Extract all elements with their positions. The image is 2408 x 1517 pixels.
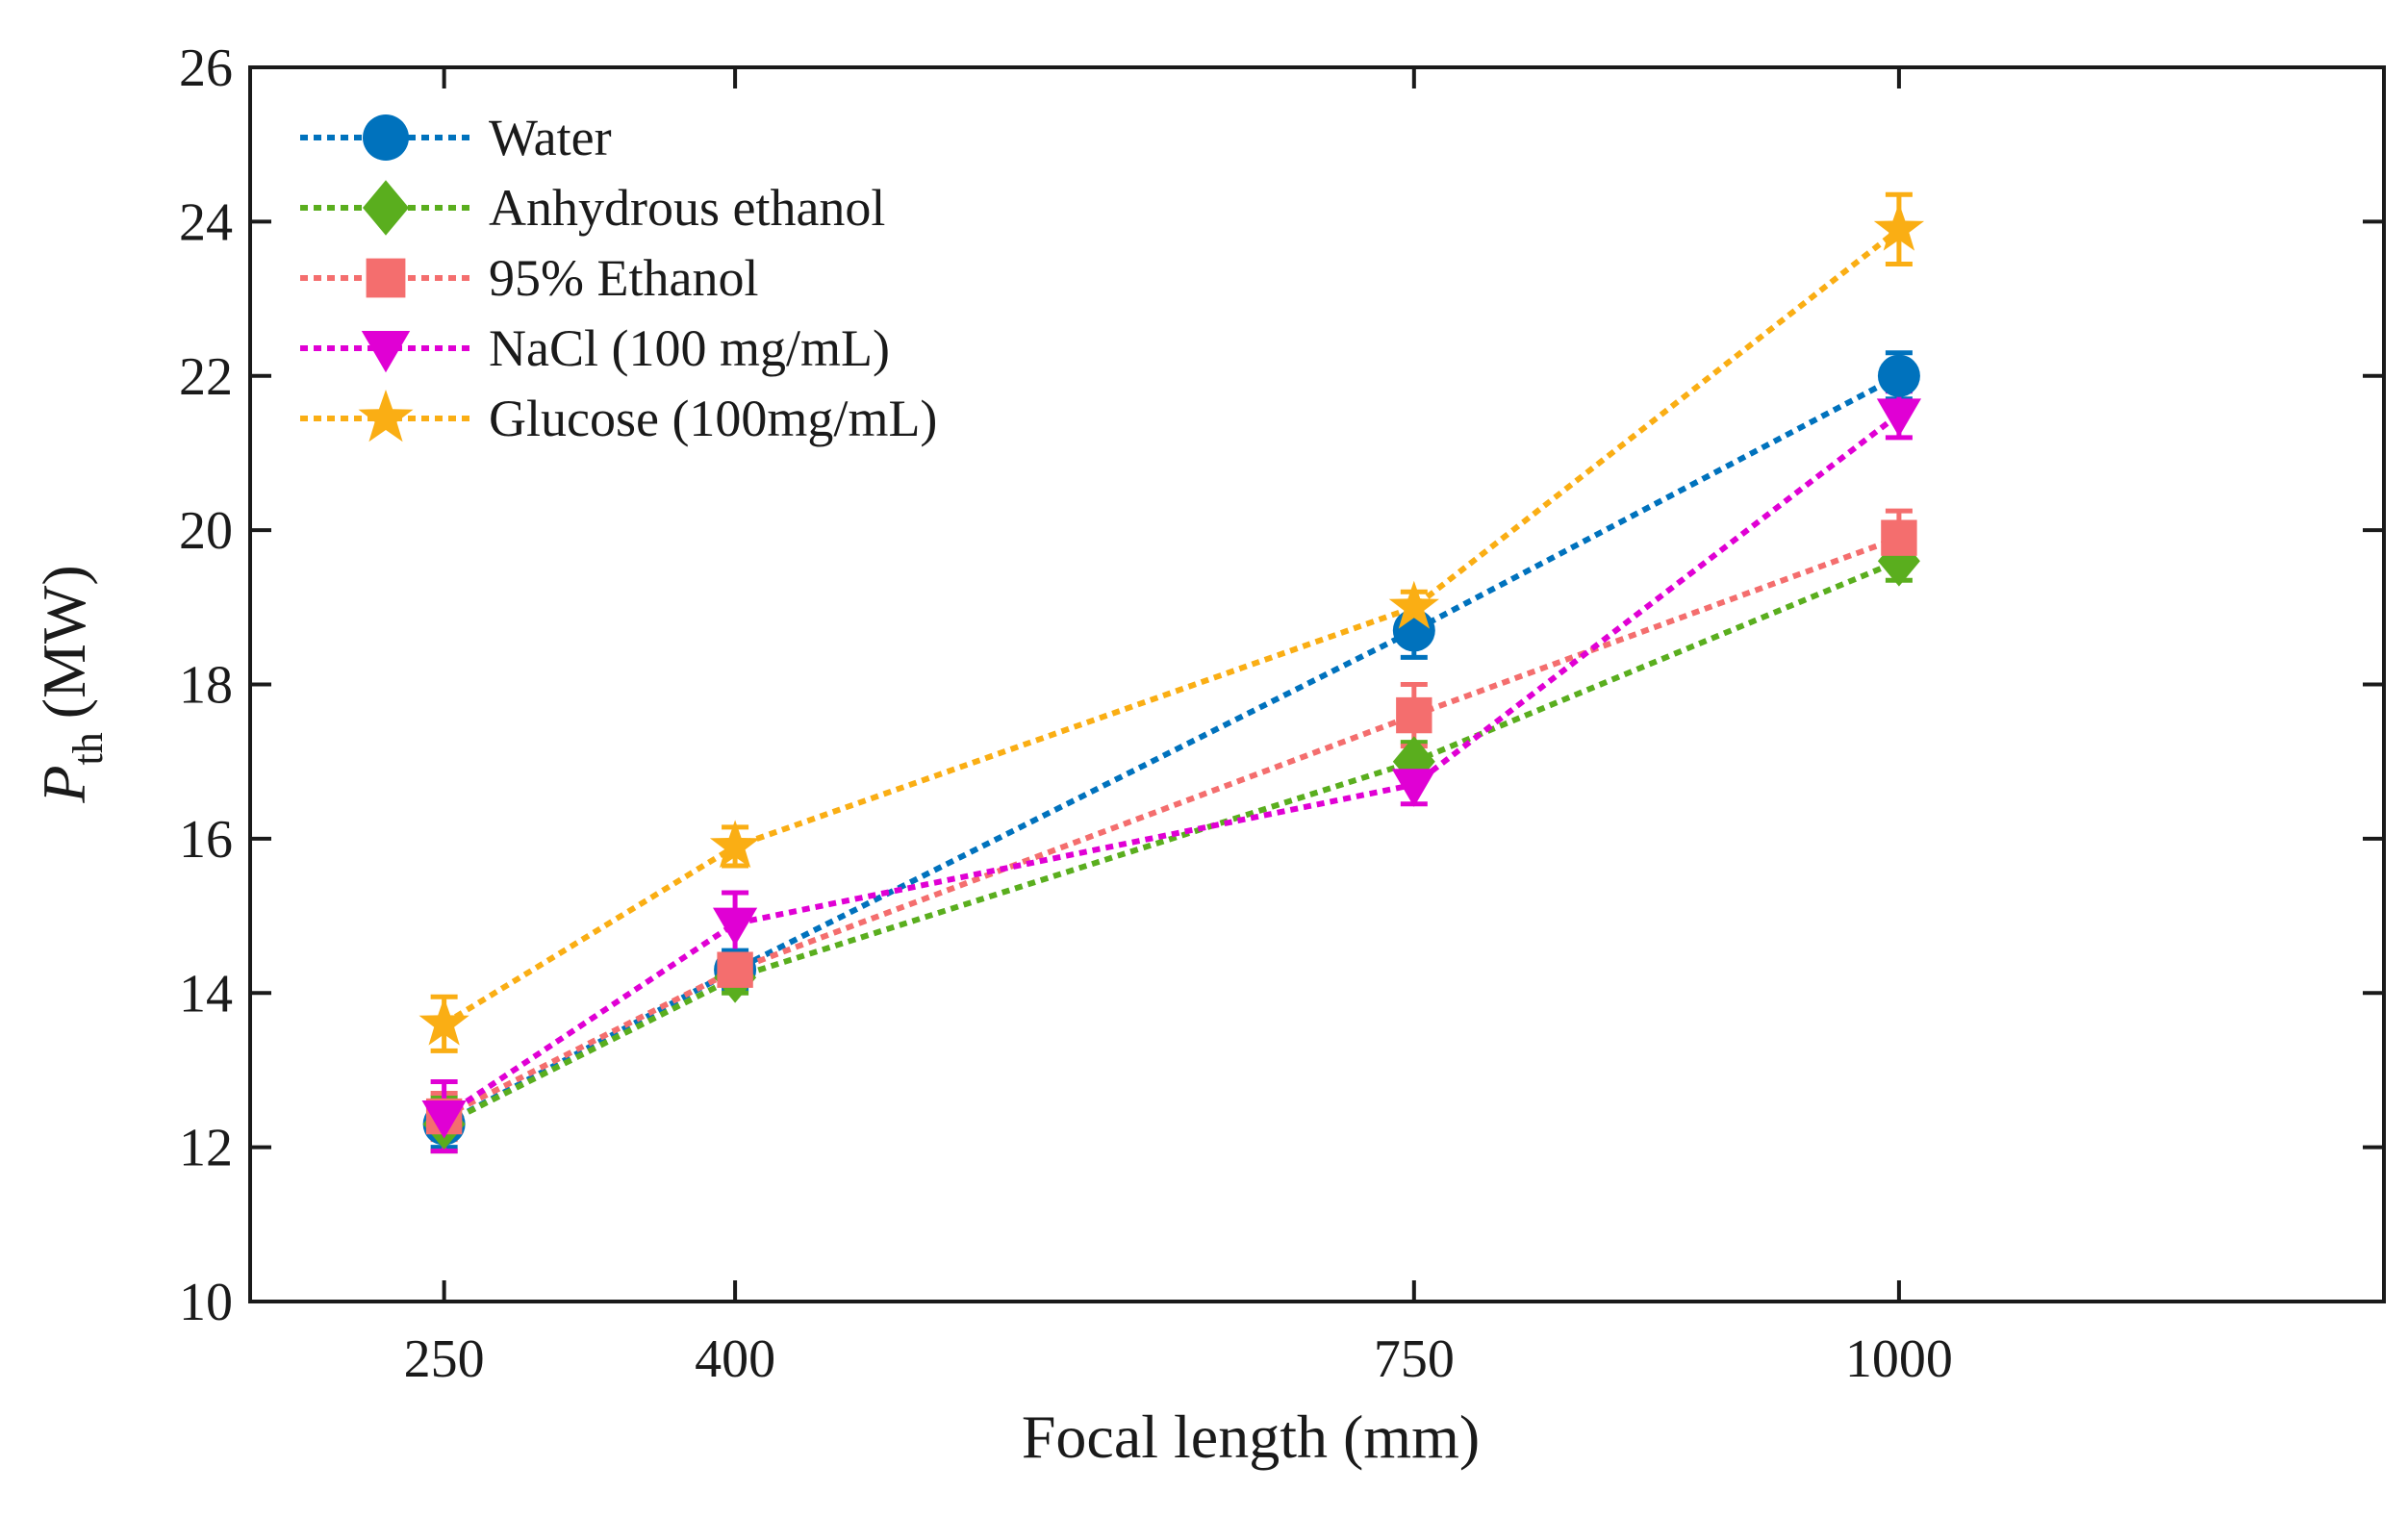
data-point-glucose-100mg-ml <box>1388 580 1439 629</box>
data-point-nacl-100-mg-ml <box>712 907 758 947</box>
series-line-water <box>443 373 1901 1127</box>
x-tick-label: 400 <box>695 1329 775 1389</box>
legend-marker-water <box>363 114 409 161</box>
y-tick-label: 16 <box>179 810 233 870</box>
legend-label-water: Water <box>489 109 612 166</box>
x-tick-label: 750 <box>1374 1329 1455 1389</box>
legend-marker-95-ethanol <box>366 258 406 298</box>
x-tick-label: 1000 <box>1845 1329 1953 1389</box>
data-point-water <box>1877 354 1920 397</box>
y-tick-label: 20 <box>179 501 233 561</box>
legend-item-anhydrous-ethanol: Anhydrous ethanol <box>300 179 885 237</box>
legend-label-glucose-100mg-ml: Glucose (100mg/mL) <box>489 390 937 447</box>
data-point-nacl-100-mg-ml <box>1876 398 1922 437</box>
y-tick-label: 26 <box>179 38 233 98</box>
legend-label-nacl-100-mg-ml: NaCl (100 mg/mL) <box>489 319 890 377</box>
x-axis-ticks: 250 400 750 1000 <box>404 67 1953 1389</box>
data-point-95-ethanol <box>1396 696 1432 734</box>
legend-item-nacl-100-mg-ml: NaCl (100 mg/mL) <box>300 319 890 377</box>
y-axis-ticks: 10 12 14 16 18 20 22 24 26 <box>179 38 2384 1332</box>
data-point-glucose-100mg-ml <box>1873 202 1925 251</box>
series-line-glucose-100mg-ml <box>443 227 1901 1026</box>
series-line-95-ethanol <box>443 535 1900 1120</box>
series-line-nacl-100-mg-ml <box>442 412 1901 1120</box>
legend-label-95-ethanol: 95% Ethanol <box>489 249 758 307</box>
y-tick-label: 10 <box>179 1273 233 1332</box>
legend-item-water: Water <box>300 109 612 166</box>
data-point-nacl-100-mg-ml <box>1391 769 1436 807</box>
data-point-glucose-100mg-ml <box>418 997 469 1046</box>
data-point-glucose-100mg-ml <box>709 820 761 869</box>
legend-label-anhydrous-ethanol: Anhydrous ethanol <box>489 179 885 237</box>
legend-item-glucose-100mg-ml: Glucose (100mg/mL) <box>300 390 937 447</box>
y-tick-label: 12 <box>179 1119 233 1178</box>
y-axis-label-sub: th <box>64 732 112 765</box>
x-tick-label: 250 <box>404 1329 485 1389</box>
legend-marker-anhydrous-ethanol <box>363 180 409 236</box>
y-tick-label: 24 <box>179 192 233 252</box>
y-tick-label: 22 <box>179 347 233 407</box>
data-point-nacl-100-mg-ml <box>421 1100 467 1139</box>
y-tick-label: 14 <box>179 964 233 1024</box>
data-markers <box>418 202 1925 1150</box>
y-tick-label: 18 <box>179 656 233 716</box>
legend-item-95-ethanol: 95% Ethanol <box>300 249 758 307</box>
y-axis-label-unit: (MW) <box>30 565 98 719</box>
y-axis-label: Pth (MW) <box>30 565 112 803</box>
x-axis-label: Focal length (mm) <box>1022 1403 1480 1471</box>
series-lines <box>442 227 1901 1127</box>
data-point-95-ethanol <box>1881 519 1917 556</box>
legend-marker-nacl-100-mg-ml <box>361 331 411 373</box>
legend: Water Anhydrous ethanol 95% Ethanol NaCl (1… <box>300 109 937 447</box>
data-point-95-ethanol <box>717 951 753 988</box>
legend-marker-glucose-100mg-ml <box>358 390 414 442</box>
series-line-anhydrous-ethanol <box>443 558 1901 1127</box>
y-axis-label-main: P <box>30 766 98 804</box>
